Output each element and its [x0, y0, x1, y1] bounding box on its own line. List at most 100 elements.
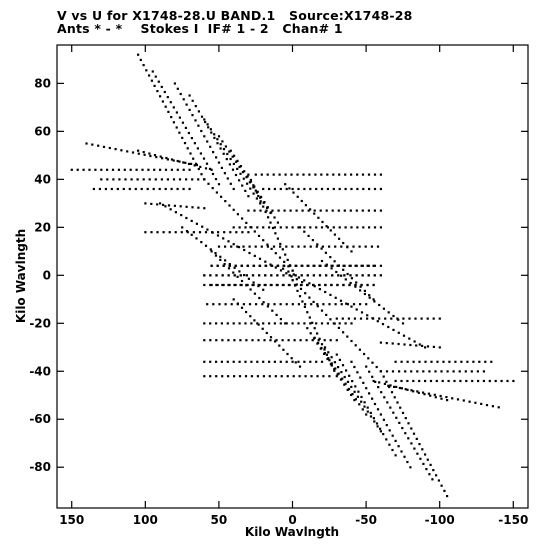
uv-point: [284, 253, 287, 256]
uv-point: [137, 152, 140, 155]
uv-point: [228, 150, 231, 153]
uv-point: [275, 313, 278, 316]
uv-point: [270, 274, 273, 277]
uv-point: [360, 395, 363, 399]
uv-point: [178, 178, 182, 181]
uv-point: [242, 245, 245, 248]
uv-point: [349, 281, 352, 285]
uv-point: [476, 370, 479, 373]
uv-point: [379, 430, 382, 433]
uv-point: [209, 128, 212, 131]
uv-point: [333, 361, 336, 364]
uv-point: [415, 344, 418, 347]
uv-point: [401, 322, 405, 325]
uv-point: [226, 152, 229, 156]
uv-point: [282, 264, 285, 267]
uv-point: [344, 322, 347, 325]
uv-point: [456, 398, 460, 401]
uv-point: [239, 165, 242, 168]
uv-point: [223, 263, 226, 266]
uv-point: [426, 345, 430, 348]
uv-point: [167, 110, 170, 113]
uv-point: [257, 285, 260, 288]
uv-point: [294, 361, 297, 364]
uv-point: [394, 360, 397, 363]
uv-point: [333, 368, 336, 371]
uv-point: [270, 211, 273, 214]
uv-point: [232, 322, 235, 325]
uv-point: [299, 287, 303, 290]
uv-point: [224, 145, 227, 148]
uv-point: [340, 274, 343, 277]
uv-point: [305, 339, 308, 342]
uv-point: [240, 306, 244, 309]
uv-point: [172, 121, 175, 124]
uv-point: [186, 231, 189, 234]
uv-point: [220, 195, 223, 198]
uv-point: [233, 154, 236, 157]
uv-point: [214, 252, 217, 255]
uv-point: [223, 231, 226, 234]
uv-point: [242, 303, 245, 306]
uv-point: [244, 360, 247, 363]
uv-point: [346, 388, 349, 391]
uv-point: [172, 106, 175, 109]
uv-point: [287, 270, 290, 273]
uv-point: [243, 170, 246, 173]
uv-point: [274, 252, 277, 255]
uv-point: [325, 209, 328, 212]
uv-point: [232, 243, 235, 246]
uv-point: [215, 274, 218, 277]
uv-point: [369, 415, 373, 418]
uv-point: [441, 379, 444, 383]
uv-point: [209, 322, 212, 325]
uv-point: [233, 375, 236, 378]
uv-point: [359, 303, 362, 306]
uv-point: [245, 221, 248, 224]
uv-point: [414, 317, 417, 320]
uv-point: [300, 199, 303, 203]
uv-point: [159, 168, 162, 171]
uv-point: [210, 168, 213, 171]
uv-point: [219, 258, 222, 261]
uv-point: [434, 396, 437, 399]
uv-point: [154, 178, 157, 181]
uv-point: [317, 216, 320, 219]
uv-point: [426, 317, 429, 320]
uv-point: [197, 124, 200, 127]
uv-point: [372, 298, 375, 301]
uv-point: [188, 94, 191, 97]
uv-point: [383, 396, 386, 399]
uv-point: [373, 274, 376, 277]
uv-point: [297, 226, 300, 229]
uv-point: [490, 360, 493, 363]
uv-point: [307, 209, 310, 212]
uv-point: [252, 264, 255, 267]
uv-point: [260, 245, 263, 248]
uv-point: [156, 203, 159, 206]
uv-point: [216, 264, 219, 267]
uv-point: [169, 101, 172, 104]
uv-point: [328, 375, 331, 378]
uv-point: [236, 213, 239, 216]
uv-point: [273, 322, 276, 325]
uv-point: [353, 399, 356, 402]
uv-point: [149, 154, 152, 158]
uv-point: [211, 231, 214, 234]
uv-point: [477, 379, 480, 383]
uv-point: [215, 283, 218, 287]
uv-point: [367, 173, 371, 176]
uv-point: [413, 447, 416, 450]
uv-point: [203, 375, 206, 378]
uv-point: [287, 339, 290, 342]
uv-point: [421, 448, 424, 451]
uv-point: [325, 353, 328, 356]
uv-point: [340, 303, 343, 306]
uv-point: [247, 277, 250, 280]
uv-point: [388, 443, 391, 446]
uv-point: [205, 162, 209, 165]
uv-point: [439, 394, 442, 398]
uv-point: [337, 264, 340, 267]
uv-point: [227, 375, 230, 378]
uv-point: [310, 303, 313, 306]
